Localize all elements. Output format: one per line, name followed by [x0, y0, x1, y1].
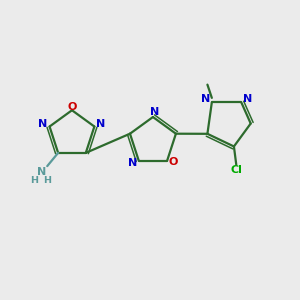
- Text: N: N: [243, 94, 252, 104]
- Text: N: N: [37, 167, 46, 177]
- Text: O: O: [68, 102, 77, 112]
- Text: Cl: Cl: [231, 165, 243, 175]
- Text: H: H: [43, 176, 51, 185]
- Text: N: N: [128, 158, 137, 168]
- Text: N: N: [96, 119, 106, 129]
- Text: N: N: [201, 94, 210, 104]
- Text: N: N: [150, 107, 159, 117]
- Text: O: O: [169, 157, 178, 167]
- Text: N: N: [38, 119, 48, 129]
- Text: H: H: [30, 176, 38, 185]
